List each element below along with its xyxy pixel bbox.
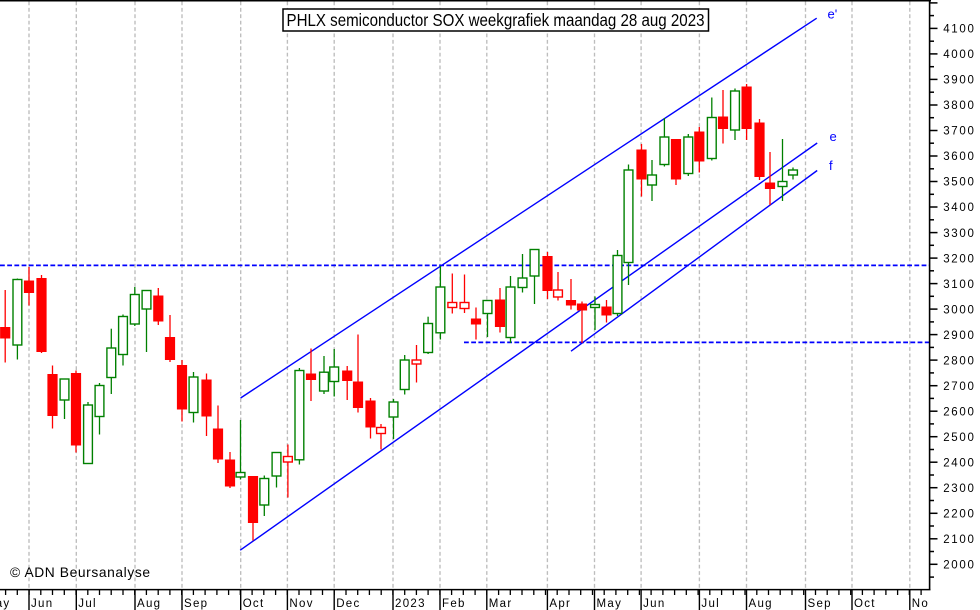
svg-text:Jul: Jul [78, 598, 97, 610]
svg-text:3000: 3000 [943, 304, 975, 316]
svg-text:e': e' [828, 7, 838, 22]
svg-text:Oct: Oct [854, 598, 876, 610]
svg-text:3900: 3900 [943, 75, 975, 87]
svg-text:Oct: Oct [243, 598, 265, 610]
svg-text:Jun: Jun [643, 598, 665, 610]
svg-text:2100: 2100 [943, 534, 975, 546]
svg-text:3600: 3600 [943, 151, 975, 163]
svg-text:2700: 2700 [943, 381, 975, 393]
svg-text:Feb: Feb [442, 598, 466, 610]
svg-text:Jun: Jun [31, 598, 53, 610]
svg-text:4100: 4100 [943, 24, 975, 36]
svg-text:f: f [829, 158, 833, 173]
svg-text:3200: 3200 [943, 253, 975, 265]
svg-text:2500: 2500 [943, 432, 975, 444]
svg-text:3100: 3100 [943, 279, 975, 291]
svg-text:3700: 3700 [943, 126, 975, 138]
svg-text:Sep: Sep [808, 598, 832, 610]
svg-text:4000: 4000 [943, 49, 975, 61]
svg-text:3500: 3500 [943, 177, 975, 189]
svg-text:PHLX semiconductor SOX weekgra: PHLX semiconductor SOX weekgrafiek maand… [287, 10, 705, 30]
svg-text:Aug: Aug [749, 598, 773, 610]
svg-text:3800: 3800 [943, 100, 975, 112]
svg-text:2000: 2000 [943, 560, 975, 572]
svg-text:2900: 2900 [943, 330, 975, 342]
svg-text:Aug: Aug [137, 598, 161, 610]
svg-text:© ADN Beursanalyse: © ADN Beursanalyse [10, 565, 151, 580]
svg-text:2600: 2600 [943, 406, 975, 418]
svg-text:2800: 2800 [943, 355, 975, 367]
svg-text:Dec: Dec [336, 598, 360, 610]
svg-text:Mar: Mar [489, 598, 513, 610]
svg-text:e: e [830, 129, 837, 144]
svg-text:2023: 2023 [395, 598, 426, 610]
svg-text:Sep: Sep [184, 598, 208, 610]
svg-text:3400: 3400 [943, 202, 975, 214]
svg-text:2300: 2300 [943, 483, 975, 495]
svg-text:Jul: Jul [701, 598, 720, 610]
svg-text:2400: 2400 [943, 457, 975, 469]
svg-text:Apr: Apr [549, 598, 571, 610]
svg-text:No: No [912, 598, 929, 610]
svg-text:Nov: Nov [289, 598, 313, 610]
svg-text:2200: 2200 [943, 509, 975, 521]
svg-text:3300: 3300 [943, 228, 975, 240]
svg-text:May: May [0, 598, 10, 610]
svg-text:May: May [597, 598, 623, 610]
